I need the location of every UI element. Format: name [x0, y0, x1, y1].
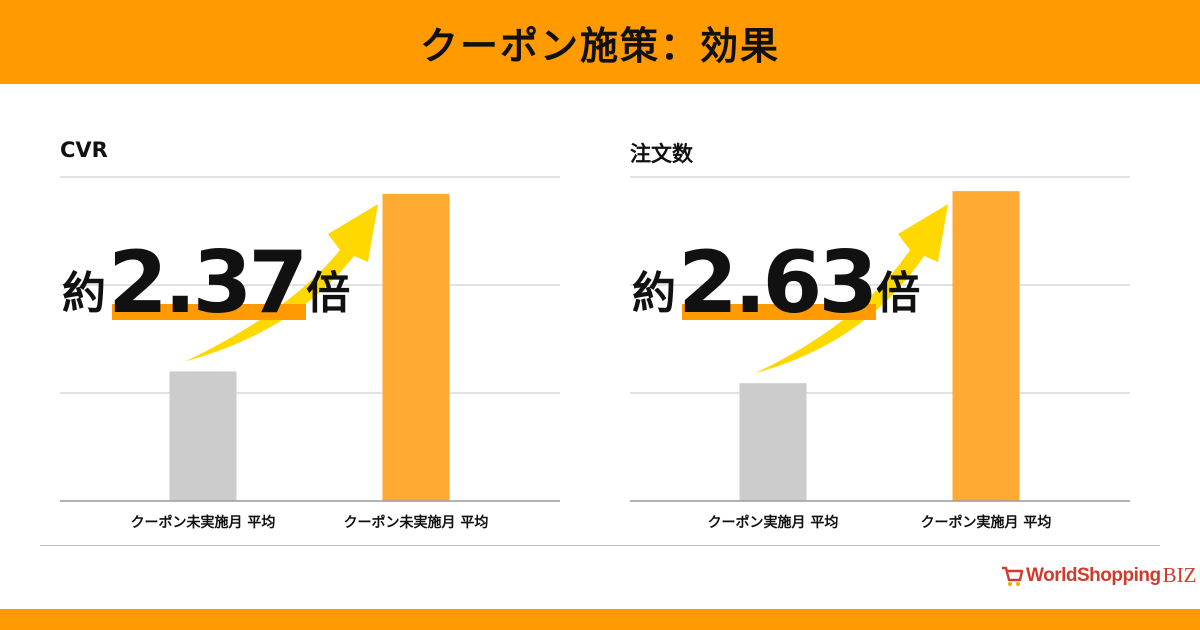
x-tick-label: クーポン未実施月 平均 [131, 514, 276, 531]
multiplier-highlight [112, 304, 307, 320]
section-divider [40, 545, 1160, 546]
chart-title-orders: 注文数 [630, 142, 693, 166]
growth-arrow [755, 204, 948, 374]
page-title: クーポン施策：効果 [419, 23, 780, 68]
x-tick-label: クーポン未実施月 平均 [344, 514, 489, 531]
multiplier-highlight [682, 304, 877, 320]
multiplier-prefix: 約 [632, 268, 676, 319]
logo-text: WorldShopping [1026, 564, 1161, 586]
bar-before [169, 371, 237, 501]
bar-before [739, 383, 807, 501]
cart-icon [1002, 566, 1024, 586]
chart-panel-orders: クーポン実施月 平均 クーポン実施月 平均 注文数 約 2.63 倍 [610, 130, 1150, 540]
multiplier-prefix: 約 [62, 268, 106, 319]
bar-after [952, 191, 1020, 501]
multiplier-number-wrap: 2.63 [678, 240, 878, 326]
multiplier-number-wrap: 2.37 [108, 240, 308, 326]
multiplier-suffix: 倍 [306, 268, 351, 319]
x-tick-label: クーポン実施月 平均 [921, 514, 1052, 531]
multiplier-callout-cvr: 約 2.37 倍 [62, 222, 351, 326]
logo: WorldShopping BIZ [1000, 563, 1196, 588]
multiplier-callout-orders: 約 2.63 倍 [632, 222, 921, 326]
multiplier-number: 2.63 [678, 232, 878, 333]
chart-title-cvr: CVR [60, 138, 108, 162]
growth-arrow [185, 204, 378, 362]
multiplier-number: 2.37 [108, 232, 308, 333]
logo-biz: BIZ [1162, 563, 1197, 587]
multiplier-suffix: 倍 [876, 268, 921, 319]
bar-after [382, 193, 450, 501]
header-bar: クーポン施策：効果 [0, 0, 1200, 84]
x-tick-label: クーポン実施月 平均 [708, 514, 839, 531]
footer-bar [0, 609, 1200, 630]
chart-svg-cvr: クーポン未実施月 平均 クーポン未実施月 平均 [60, 176, 560, 531]
chart-svg-orders: クーポン実施月 平均 クーポン実施月 平均 [630, 176, 1130, 531]
chart-panel-cvr: クーポン未実施月 平均 クーポン未実施月 平均 CVR 約 2.37 倍 [40, 130, 580, 540]
